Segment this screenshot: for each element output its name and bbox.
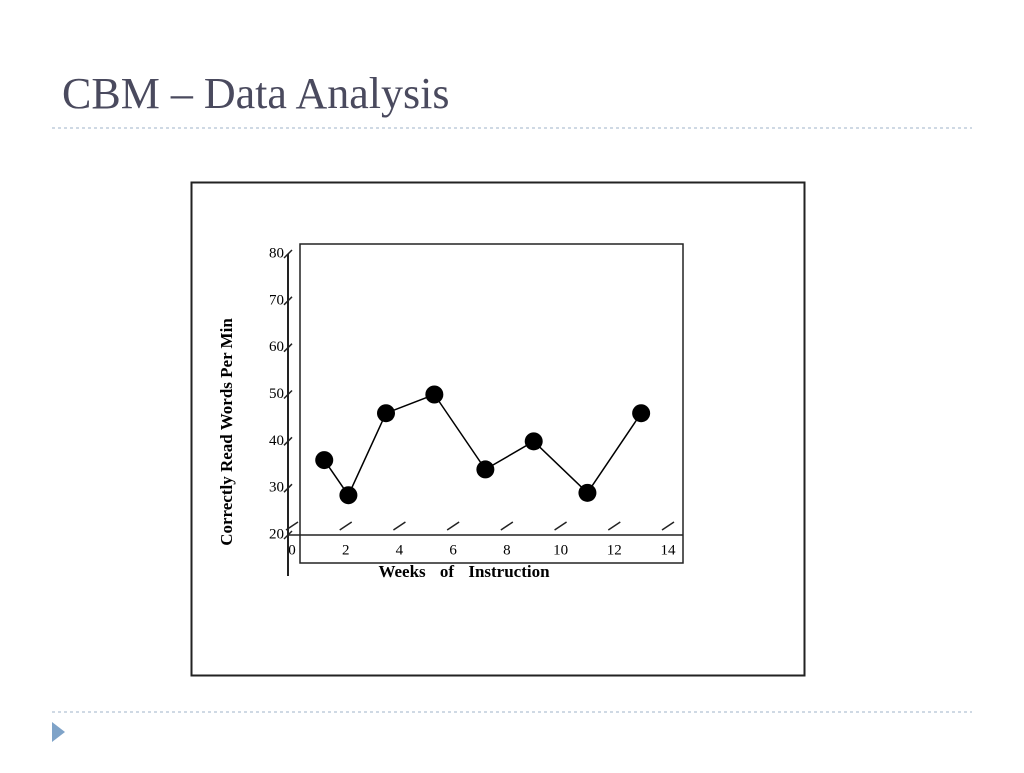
data-point [339,486,358,505]
data-point [476,460,495,479]
slide-title: CBM – Data Analysis [62,69,449,118]
y-tick [283,343,293,353]
y-tick [283,483,293,493]
y-tick [283,389,293,400]
y-tick [283,296,293,306]
y-tick-label: 70 [269,292,284,308]
data-point [632,404,651,423]
y-tick [283,249,293,259]
y-tick-label: 20 [269,526,284,542]
x-tick [285,521,299,531]
x-tick [554,521,567,531]
x-tick-label: 6 [449,542,457,558]
x-tick-label: 2 [342,542,350,558]
x-tick [393,521,406,531]
y-tick-label: 40 [269,433,284,449]
x-tick [446,521,460,531]
y-tick [283,436,293,446]
y-tick-label: 50 [269,386,284,402]
y-tick-label: 60 [269,339,284,355]
x-tick-label: 8 [503,542,511,558]
plot-box [299,243,684,564]
data-point [524,432,543,451]
y-tick-label: 80 [269,245,284,261]
y-axis-label: Correctly Read Words Per Min [217,318,236,546]
data-point [578,483,597,502]
y-tick-label: 30 [269,480,284,496]
chart-frame [190,181,806,677]
x-tick [607,521,621,531]
data-point [315,451,334,470]
y-tick [283,530,293,540]
x-tick-label: 4 [396,542,404,558]
x-axis-label: Weeks of Instruction [378,562,550,581]
x-tick [661,521,675,531]
x-tick-label: 14 [661,542,677,558]
x-tick-label: 10 [553,542,568,558]
data-line [323,393,642,497]
x-tick-label: 0 [288,542,296,558]
x-tick [339,521,353,531]
bullet-icon [52,722,65,742]
x-tick [500,521,514,531]
x-tick-label: 12 [607,542,622,558]
data-point [377,404,395,423]
data-point [425,385,444,404]
